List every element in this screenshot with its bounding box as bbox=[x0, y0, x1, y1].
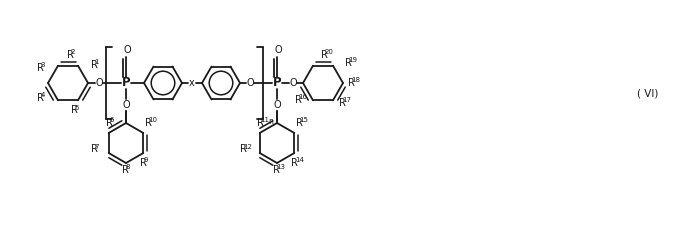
Text: R: R bbox=[37, 63, 44, 73]
Text: R: R bbox=[240, 145, 247, 155]
Text: R: R bbox=[273, 165, 280, 175]
Text: 15: 15 bbox=[299, 118, 308, 123]
Text: 7: 7 bbox=[95, 144, 99, 150]
Text: 9: 9 bbox=[144, 157, 148, 163]
Text: O: O bbox=[246, 78, 254, 88]
Text: 12: 12 bbox=[243, 144, 252, 150]
Text: O: O bbox=[274, 45, 282, 55]
Text: 16: 16 bbox=[298, 94, 307, 100]
Text: x: x bbox=[189, 78, 195, 88]
Text: R: R bbox=[291, 158, 298, 168]
Text: R: R bbox=[144, 118, 151, 128]
Text: 20: 20 bbox=[325, 49, 334, 55]
Text: 13: 13 bbox=[277, 164, 286, 170]
Text: R: R bbox=[67, 50, 74, 60]
Text: 6: 6 bbox=[109, 118, 114, 123]
Text: R: R bbox=[91, 145, 98, 155]
Text: R: R bbox=[295, 95, 302, 105]
Text: O: O bbox=[289, 78, 297, 88]
Text: R: R bbox=[296, 118, 302, 128]
Text: 11: 11 bbox=[260, 118, 269, 123]
Text: R: R bbox=[256, 118, 263, 128]
Text: P: P bbox=[122, 77, 130, 89]
Text: 4: 4 bbox=[40, 92, 45, 98]
Text: O: O bbox=[273, 100, 281, 110]
Text: R: R bbox=[348, 78, 355, 88]
Text: R: R bbox=[344, 58, 351, 68]
Text: O: O bbox=[95, 78, 103, 88]
Text: 5: 5 bbox=[75, 104, 79, 111]
Text: 19: 19 bbox=[348, 57, 357, 63]
Text: ( VI): ( VI) bbox=[637, 88, 659, 98]
Text: R: R bbox=[91, 60, 98, 70]
Text: 8: 8 bbox=[125, 164, 130, 170]
Text: R: R bbox=[71, 105, 78, 115]
Text: 3: 3 bbox=[40, 62, 45, 68]
Text: R: R bbox=[122, 165, 129, 175]
Text: 1: 1 bbox=[94, 59, 98, 65]
Text: R: R bbox=[37, 93, 44, 103]
Text: O: O bbox=[123, 45, 131, 55]
Text: 17: 17 bbox=[342, 97, 351, 103]
Text: 10: 10 bbox=[148, 118, 157, 123]
Text: 18: 18 bbox=[351, 77, 360, 83]
Text: R: R bbox=[321, 50, 328, 60]
Text: P: P bbox=[273, 77, 282, 89]
Text: R: R bbox=[140, 158, 147, 168]
Text: n: n bbox=[268, 118, 273, 127]
Text: 14: 14 bbox=[295, 157, 304, 163]
Text: R: R bbox=[339, 98, 346, 108]
Text: 2: 2 bbox=[70, 49, 75, 55]
Text: R: R bbox=[106, 118, 112, 128]
Text: O: O bbox=[122, 100, 130, 110]
